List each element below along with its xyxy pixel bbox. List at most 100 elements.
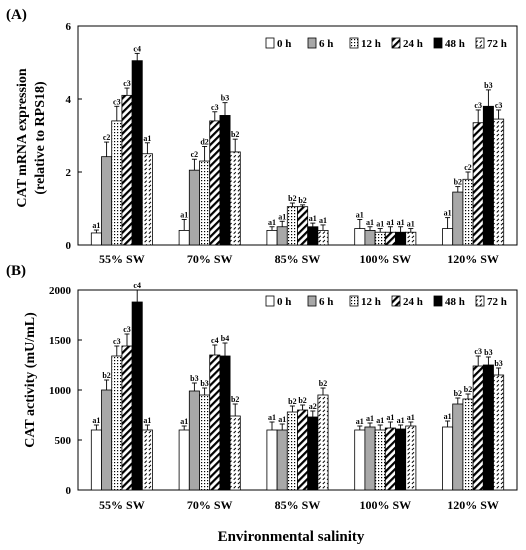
panel-a-data-label: a1 (407, 220, 415, 229)
panel-b-data-label: b3 (484, 348, 492, 357)
panel-a-bar (354, 228, 366, 246)
panel-b-data-label: a1 (268, 413, 276, 422)
panel-a-bar (472, 122, 484, 246)
panel-a-legend-swatch (475, 37, 485, 49)
panel-a-data-label: c3 (123, 79, 131, 88)
panel-b-bar (111, 355, 123, 491)
panel-a-label: (A) (6, 7, 27, 23)
panel-b-legend-swatch (433, 295, 443, 307)
panel-a-bar (493, 118, 505, 246)
panel-b-data-label: a1 (278, 415, 286, 424)
panel-a-xtick-label: 55% SW (99, 252, 145, 266)
panel-b-ytick-label: 500 (55, 435, 72, 447)
panel-b-ytick-label: 2000 (49, 285, 72, 297)
panel-a-bar (101, 156, 113, 246)
panel-a-data-label: a1 (180, 210, 188, 219)
panel-a-data-label: c3 (211, 103, 219, 112)
panel-a-bar (317, 229, 329, 246)
panel-a-bar (384, 231, 396, 246)
panel-b-bar (276, 429, 288, 491)
panel-b-data-label: a1 (397, 416, 405, 425)
panel-b-bar (121, 345, 133, 491)
panel-a-ytick-label: 0 (66, 240, 72, 252)
panel-b-bar (374, 429, 386, 491)
panel-b-label: (B) (6, 263, 26, 279)
panel-b-bar (384, 427, 396, 491)
panel-a-data-label: c4 (133, 44, 141, 53)
panel-a-data-label: c2 (464, 163, 472, 172)
panel-b-xtick-label: 70% SW (187, 498, 233, 512)
panel-b-bar (90, 429, 102, 491)
panel-a-data-label: a1 (397, 218, 405, 227)
panel-b-data-label: b3 (494, 359, 502, 368)
panel-b-bar (405, 425, 417, 491)
panel-b-data-label: c3 (474, 347, 482, 356)
panel-a-ytick-label: 2 (66, 167, 72, 179)
panel-a-data-label: b2 (231, 130, 239, 139)
panel-a-bar (219, 115, 231, 246)
panel-a-xtick-label: 85% SW (275, 252, 321, 266)
panel-a-xtick-label: 120% SW (447, 252, 499, 266)
panel-b-bar (297, 409, 309, 491)
panel-a-data-label: c3 (495, 101, 503, 110)
panel-b-bar (482, 364, 494, 491)
panel-b-bar (493, 374, 505, 491)
panel-a-legend-label: 12 h (361, 38, 381, 50)
panel-b-data-label: c3 (123, 325, 131, 334)
panel-b-data-label: c3 (113, 337, 121, 346)
panel-b-bar (141, 429, 153, 491)
panel-b-data-label: b2 (454, 389, 462, 398)
panel-a-bar (286, 206, 298, 246)
panel-b-ylabel: CAT activity (mU/mL) (23, 312, 38, 448)
panel-a-bar (374, 231, 386, 246)
panel-a-legend-label: 72 h (487, 38, 507, 50)
panel-b-bar (462, 398, 474, 491)
panel-a-bar (442, 228, 454, 246)
panel-b-data-label: b3 (200, 379, 208, 388)
panel-b-bar (219, 355, 231, 491)
panel-b-legend-label: 48 h (445, 296, 465, 308)
panel-b-ytick-label: 1000 (49, 385, 72, 397)
panel-b-bar (452, 403, 464, 491)
panel-a-bar (307, 226, 319, 246)
panel-a-data-label: a1 (92, 221, 100, 230)
panel-a-legend-swatch (307, 37, 317, 49)
panel-b-bar (131, 301, 143, 491)
panel-a-xtick-label: 70% SW (187, 252, 233, 266)
panel-a-data-label: b2 (454, 178, 462, 187)
panel-b-bar (229, 415, 241, 491)
panel-b-bar (266, 429, 278, 491)
panel-a-bar (297, 206, 309, 246)
panel-a-data-label: a1 (268, 218, 276, 227)
panel-b-data-label: a1 (386, 413, 394, 422)
panel-b-legend-label: 6 h (319, 296, 333, 308)
panel-b-legend-label: 12 h (361, 296, 381, 308)
panel-a-bar (229, 151, 241, 246)
panel-a-bar (111, 120, 123, 246)
panel-b-xtick-label: 55% SW (99, 498, 145, 512)
panel-a-legend-label: 24 h (403, 38, 423, 50)
panel-b-bar (395, 428, 407, 491)
panel-b-data-label: b4 (221, 334, 229, 343)
panel-b-data-label: b2 (298, 396, 306, 405)
panel-a-legend-swatch (265, 37, 275, 49)
panel-b-bar (472, 365, 484, 491)
panel-a-bar (405, 231, 417, 246)
panel-a-legend-swatch (349, 37, 359, 49)
panel-b-data-label: b3 (190, 374, 198, 383)
panel-a-bar (452, 191, 464, 246)
panel-b-legend-label: 0 h (277, 296, 291, 308)
panel-b-legend-swatch (349, 295, 359, 307)
panel-b-data-label: c4 (133, 281, 141, 290)
panel-b-data-label: a1 (143, 416, 151, 425)
panel-a-bar (90, 232, 102, 246)
panel-a-bar (188, 169, 200, 246)
panel-a-legend-label: 48 h (445, 38, 465, 50)
panel-b-ytick-label: 1500 (49, 335, 72, 347)
panel-a-data-label: c2 (103, 133, 111, 142)
panel-b-legend-swatch (475, 295, 485, 307)
panel-a-legend-swatch (433, 37, 443, 49)
panel-b-data-label: a1 (356, 417, 364, 426)
